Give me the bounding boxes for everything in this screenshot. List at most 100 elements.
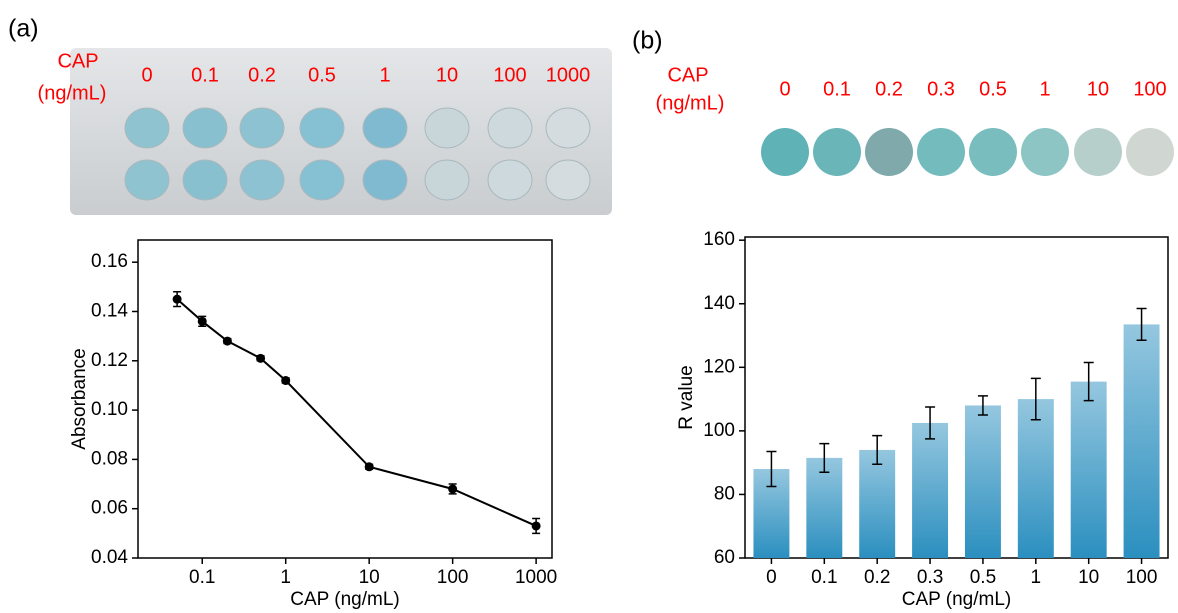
concentration-label: 0.1 xyxy=(823,78,851,100)
concentration-label: 1 xyxy=(1039,78,1050,100)
y-tick-label: 60 xyxy=(714,547,735,568)
well xyxy=(424,159,470,201)
y-tick-label: 0.10 xyxy=(91,399,128,420)
photo-label: (ng/mL) xyxy=(656,92,725,114)
well xyxy=(299,159,345,201)
plot-frame xyxy=(744,236,1169,559)
bar xyxy=(964,405,1001,558)
error-bar xyxy=(1136,307,1147,342)
well xyxy=(362,159,408,201)
line xyxy=(176,298,537,527)
spot xyxy=(1021,128,1069,176)
point xyxy=(281,376,291,386)
x-tick-label: 0.5 xyxy=(970,567,996,588)
spot xyxy=(917,128,965,176)
photo-spots xyxy=(761,128,1174,176)
well xyxy=(487,107,533,149)
photo-label: CAP xyxy=(667,64,708,86)
concentration-label: 0.5 xyxy=(979,78,1007,100)
error-bar xyxy=(1030,377,1041,421)
point xyxy=(222,336,232,346)
concentration-label: 10 xyxy=(436,64,458,86)
spot xyxy=(865,128,913,176)
y-tick-label: 0.16 xyxy=(91,251,128,272)
spot xyxy=(1074,128,1122,176)
spot xyxy=(1126,128,1174,176)
y-axis-label: Absorbance xyxy=(69,348,90,449)
well xyxy=(362,107,408,149)
y-tick-label: 120 xyxy=(703,356,735,377)
x-axis-label: CAP (ng/mL) xyxy=(902,589,1011,610)
concentration-label: 100 xyxy=(493,64,526,86)
bar xyxy=(806,457,843,558)
spot xyxy=(969,128,1017,176)
y-axis-label: R value xyxy=(676,365,697,429)
concentration-label: 1000 xyxy=(546,64,591,86)
plot-frame xyxy=(137,239,553,559)
well xyxy=(299,107,345,149)
concentration-label: 0.1 xyxy=(191,64,219,86)
y-tick-label: 80 xyxy=(714,483,735,504)
well xyxy=(424,107,470,149)
bar xyxy=(1070,381,1107,558)
x-tick-label: 10 xyxy=(1078,567,1099,588)
y-tick-label: 0.14 xyxy=(91,301,128,322)
point xyxy=(531,521,541,531)
y-tick-label: 0.08 xyxy=(91,448,128,469)
error-bar xyxy=(766,450,777,488)
error-bar xyxy=(925,406,936,440)
bar xyxy=(1017,399,1054,558)
point xyxy=(197,316,207,326)
x-axis-label: CAP (ng/mL) xyxy=(290,589,399,610)
panel-label: (a) xyxy=(8,15,39,43)
spot xyxy=(813,128,861,176)
well xyxy=(124,107,170,149)
x-tick-label: 0.2 xyxy=(864,567,890,588)
x-tick-label: 1 xyxy=(1031,567,1042,588)
error-bar xyxy=(872,434,883,465)
concentration-label: 10 xyxy=(1087,78,1109,100)
concentration-label: 0.5 xyxy=(308,64,336,86)
photo-label: (ng/mL) xyxy=(38,82,107,104)
concentration-label: 100 xyxy=(1133,78,1166,100)
x-tick-label: 1000 xyxy=(515,567,557,588)
point xyxy=(172,294,182,304)
x-tick-label: 0.1 xyxy=(189,567,215,588)
y-tick-label: 140 xyxy=(703,293,735,314)
concentration-label: 0 xyxy=(779,78,790,100)
concentration-label: 0.3 xyxy=(927,78,955,100)
y-tick-label: 0.06 xyxy=(91,498,128,519)
concentration-label: 0.2 xyxy=(248,64,276,86)
x-tick-label: 10 xyxy=(359,567,380,588)
well xyxy=(545,107,591,149)
concentration-label: 0 xyxy=(141,64,152,86)
photo-label: CAP xyxy=(57,50,98,72)
y-tick-label: 0.12 xyxy=(91,350,128,371)
error-bar xyxy=(1083,361,1094,402)
x-tick-label: 1 xyxy=(280,567,291,588)
photo-wells xyxy=(70,48,612,215)
well xyxy=(124,159,170,201)
bar xyxy=(912,422,949,558)
spot xyxy=(761,128,809,176)
error-bar xyxy=(977,395,988,416)
y-tick-label: 0.04 xyxy=(91,547,128,568)
x-tick-label: 100 xyxy=(1126,567,1158,588)
well xyxy=(182,107,228,149)
bar xyxy=(1123,324,1160,558)
point xyxy=(256,353,266,363)
concentration-label: 1 xyxy=(379,64,390,86)
error-bar xyxy=(819,442,830,473)
well xyxy=(239,159,285,201)
panel-label: (b) xyxy=(632,27,663,55)
x-tick-label: 0 xyxy=(766,567,777,588)
bar xyxy=(859,449,896,558)
well xyxy=(545,159,591,201)
x-tick-label: 0.3 xyxy=(917,567,943,588)
well xyxy=(487,159,533,201)
y-tick-label: 100 xyxy=(703,420,735,441)
x-tick-label: 0.1 xyxy=(811,567,837,588)
y-tick-label: 160 xyxy=(703,229,735,250)
